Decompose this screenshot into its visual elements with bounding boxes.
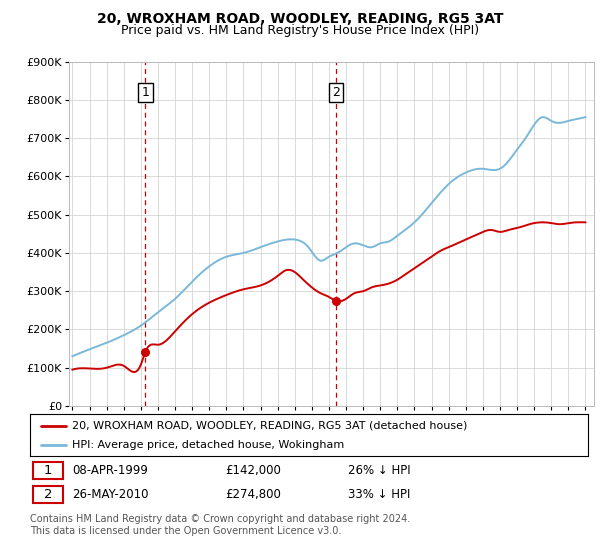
Text: 08-APR-1999: 08-APR-1999	[72, 464, 148, 477]
Text: 20, WROXHAM ROAD, WOODLEY, READING, RG5 3AT: 20, WROXHAM ROAD, WOODLEY, READING, RG5 …	[97, 12, 503, 26]
Text: 26-MAY-2010: 26-MAY-2010	[72, 488, 148, 501]
Text: 2: 2	[44, 488, 52, 501]
Text: 20, WROXHAM ROAD, WOODLEY, READING, RG5 3AT (detached house): 20, WROXHAM ROAD, WOODLEY, READING, RG5 …	[72, 421, 467, 431]
Text: 1: 1	[44, 464, 52, 477]
Text: 2: 2	[332, 86, 340, 99]
Text: Contains HM Land Registry data © Crown copyright and database right 2024.
This d: Contains HM Land Registry data © Crown c…	[30, 514, 410, 536]
FancyBboxPatch shape	[33, 462, 64, 479]
FancyBboxPatch shape	[33, 486, 64, 503]
Text: £142,000: £142,000	[226, 464, 281, 477]
Text: 33% ↓ HPI: 33% ↓ HPI	[348, 488, 410, 501]
Text: 26% ↓ HPI: 26% ↓ HPI	[348, 464, 410, 477]
Text: £274,800: £274,800	[226, 488, 281, 501]
Text: 1: 1	[142, 86, 149, 99]
Text: HPI: Average price, detached house, Wokingham: HPI: Average price, detached house, Woki…	[72, 440, 344, 450]
Text: Price paid vs. HM Land Registry's House Price Index (HPI): Price paid vs. HM Land Registry's House …	[121, 24, 479, 37]
